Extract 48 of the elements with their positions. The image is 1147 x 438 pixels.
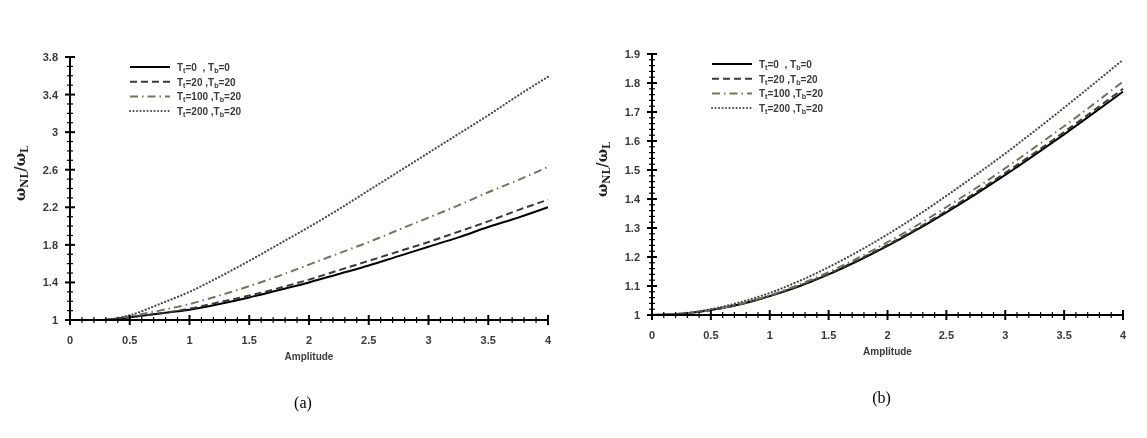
y-tick-label: 1.9: [624, 48, 640, 60]
legend-label: T$_{t}$=20 ,T$_{b}$=20: [759, 73, 818, 87]
x-tick-label: 2: [305, 334, 313, 346]
x-tick-label: 1.5: [241, 334, 257, 346]
text: (b): [872, 389, 891, 407]
y-tick-label: 1.8: [42, 238, 58, 251]
y-tick-label: 1.3: [624, 222, 640, 234]
y-tick-label: 1.4: [624, 193, 641, 205]
y-tick-label: 1: [51, 314, 58, 326]
legend-label: T$_{t}$=100 ,T$_{b}$=20: [177, 91, 242, 105]
y-tick-label: 1.2: [624, 251, 640, 263]
y-tick-label: 1: [633, 309, 640, 321]
x-tick-label: 2.5: [361, 334, 377, 346]
legend-label: T$_{t}$=200 ,T$_{b}$=20: [759, 103, 824, 116]
y-tick-label: 1.4: [42, 276, 59, 289]
x-tick-label: 0: [66, 334, 74, 346]
x-tick-label: 4: [544, 334, 552, 346]
legend-label: T$_{t}$=200 ,T$_{b}$=20: [177, 106, 242, 119]
y-tick-label: 2.6: [42, 163, 58, 176]
x-tick-label: 1: [186, 334, 193, 346]
y-tick-label: 1.8: [624, 77, 640, 89]
y-tick-label: 1.5: [624, 164, 640, 176]
legend-label: T$_{t}$=100 ,T$_{b}$=20: [759, 88, 824, 102]
x-tick-label: 3: [425, 334, 432, 346]
y-tick-label: 3: [51, 126, 58, 139]
x-tick-label: 0.5: [703, 329, 719, 341]
y-tick-label: 1.1: [624, 280, 640, 292]
y-tick-label: 2.2: [42, 201, 58, 214]
x-axis-title: Amplitude: [863, 346, 913, 357]
x-tick-label: 0.5: [122, 334, 138, 346]
x-axis-title: Amplitude: [284, 351, 334, 362]
x-tick-label: 3.5: [480, 334, 496, 346]
y-tick-label: 1.7: [624, 106, 640, 118]
x-tick-label: 0: [648, 329, 656, 341]
y-tick-label: 1.6: [624, 135, 640, 147]
y-tick-label: 3.4: [42, 88, 59, 101]
x-tick-label: 3: [1002, 329, 1009, 341]
x-tick-label: 1.5: [820, 329, 837, 341]
x-tick-label: 2.5: [938, 329, 955, 341]
legend-label: T$_{t}$=0 , T$_{b}$=0: [759, 59, 813, 72]
x-tick-label: 3.5: [1056, 329, 1072, 341]
y-tick-label: 3.8: [42, 51, 58, 63]
legend-label: T$_{t}$=20 ,T$_{b}$=20: [177, 76, 236, 90]
legend-label: T$_{t}$=0 , T$_{b}$=0: [177, 62, 231, 75]
text: (a): [294, 394, 312, 412]
x-tick-label: 2: [884, 329, 891, 341]
x-tick-label: 4: [1119, 329, 1127, 341]
x-tick-label: 1: [766, 329, 773, 341]
